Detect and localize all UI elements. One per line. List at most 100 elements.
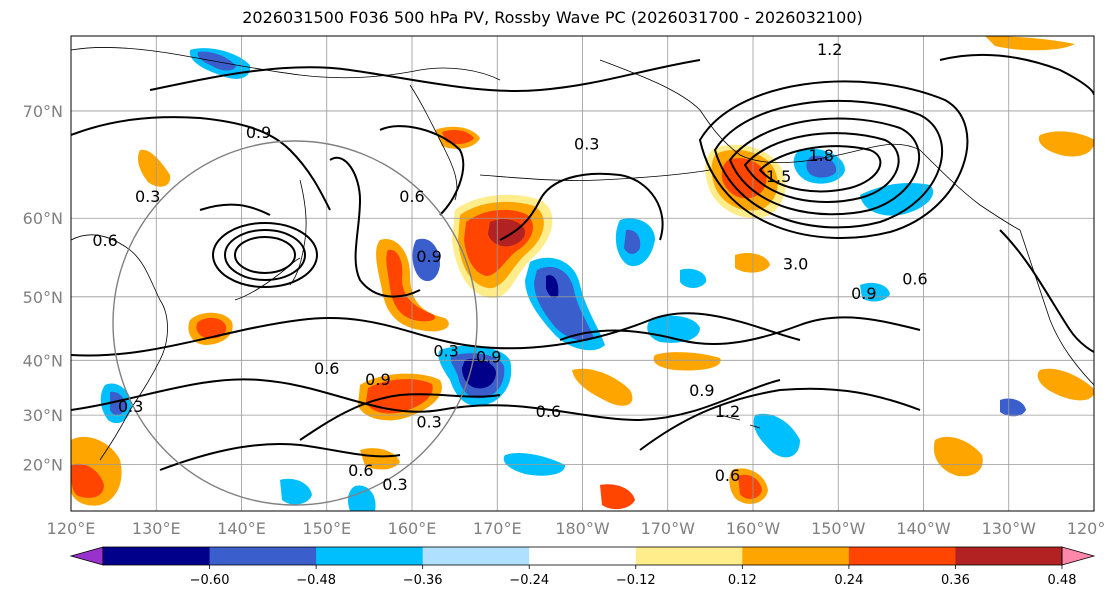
map-title: 2026031500 F036 500 hPa PV, Rossby Wave … bbox=[242, 8, 863, 27]
latitude-labels: 70°N 60°N 50°N 40°N 30°N 20°N bbox=[23, 102, 63, 475]
colorbar-tick-label: −0.36 bbox=[403, 573, 443, 588]
gridlines bbox=[71, 36, 1094, 511]
anomaly-blob bbox=[572, 368, 633, 406]
contour-label: 0.6 bbox=[902, 270, 927, 289]
range-ring bbox=[112, 140, 478, 506]
contour-line bbox=[713, 100, 944, 229]
colorbar-segment bbox=[209, 547, 317, 565]
colorbar-frame bbox=[102, 546, 1063, 566]
contour-line bbox=[698, 80, 969, 239]
coastline-kamchatka bbox=[409, 84, 458, 201]
contour-line bbox=[743, 132, 900, 203]
longitude-labels: 120°E 130°E 140°E 150°E 160°E 170°E 180°W 170°W… bbox=[47, 519, 1105, 538]
coastline-sakhalin bbox=[289, 179, 307, 286]
latitude-label: 30°N bbox=[23, 406, 63, 425]
colorbar-tick-label: −0.48 bbox=[296, 573, 336, 588]
anomaly-blob bbox=[71, 463, 104, 498]
colorbar bbox=[69, 546, 1096, 566]
contour-line bbox=[728, 117, 920, 216]
contour-label: 1.5 bbox=[766, 167, 791, 186]
contour-label: 0.3 bbox=[574, 135, 599, 154]
colorbar-segment bbox=[422, 547, 530, 565]
contour-label: 0.3 bbox=[135, 187, 160, 206]
contour-label: 0.3 bbox=[433, 341, 458, 360]
contour-label: 1.8 bbox=[808, 146, 833, 165]
latitude-label: 60°N bbox=[23, 209, 63, 228]
colorbar-ticks: −0.60 −0.48 −0.36 −0.24 −0.12 0.12 0.24 0.36 0.4… bbox=[190, 565, 1077, 588]
anomaly-blob bbox=[347, 485, 376, 511]
anomaly-blob bbox=[386, 249, 436, 322]
anomaly-blob bbox=[806, 155, 837, 178]
contour-label: 0.3 bbox=[416, 412, 441, 431]
contour-label: 0.9 bbox=[365, 370, 390, 389]
contour-label: 0.6 bbox=[715, 466, 740, 485]
longitude-label: 170°W bbox=[641, 519, 696, 538]
longitude-label: 140°E bbox=[217, 519, 266, 538]
anomaly-blob bbox=[1038, 131, 1094, 157]
anomaly-blob bbox=[933, 436, 983, 477]
contour-line bbox=[499, 172, 664, 241]
anomaly-blob bbox=[624, 229, 641, 254]
anomaly-blob bbox=[680, 268, 707, 288]
colorbar-tick-label: 0.24 bbox=[834, 573, 863, 588]
contour-line bbox=[379, 125, 465, 216]
longitude-label: 180°W bbox=[555, 519, 610, 538]
anomaly-blob bbox=[1037, 368, 1094, 401]
contour-line bbox=[234, 236, 296, 274]
longitude-label: 140°W bbox=[896, 519, 951, 538]
contour-label: 0.9 bbox=[246, 123, 271, 142]
coastlines bbox=[71, 47, 1094, 461]
longitude-label: 130°E bbox=[132, 519, 181, 538]
colorbar-tick-label: −0.24 bbox=[509, 573, 549, 588]
contour-line bbox=[939, 53, 1094, 96]
colorbar-segment bbox=[529, 547, 637, 565]
colorbar-tick-label: −0.12 bbox=[616, 573, 656, 588]
contour-line bbox=[224, 229, 306, 281]
latitude-label: 20°N bbox=[23, 456, 63, 475]
colorbar-tick-label: −0.60 bbox=[190, 573, 230, 588]
contour-line bbox=[149, 59, 701, 92]
contour-label: 0.6 bbox=[536, 402, 561, 421]
coastline-aleutians bbox=[479, 169, 711, 181]
map-frame bbox=[70, 35, 1095, 512]
contour-label: 0.3 bbox=[382, 475, 407, 494]
longitude-label: 160°E bbox=[388, 519, 437, 538]
shaded-anomalies bbox=[71, 36, 1094, 511]
latitude-label: 40°N bbox=[23, 351, 63, 370]
coastline-na-west bbox=[1019, 229, 1094, 386]
coastline-alaska bbox=[599, 59, 1021, 231]
anomaly-blob bbox=[653, 352, 721, 371]
anomaly-blob bbox=[197, 51, 236, 71]
longitude-label: 170°E bbox=[473, 519, 522, 538]
longitude-label: 160°W bbox=[726, 519, 781, 538]
contour-label: 0.9 bbox=[416, 247, 441, 266]
contour-label: 3.0 bbox=[783, 255, 808, 274]
anomaly-blob bbox=[137, 149, 171, 187]
contour-label: 0.3 bbox=[118, 397, 143, 416]
colorbar-extend-low bbox=[69, 546, 104, 566]
contour-line bbox=[71, 378, 781, 422]
anomaly-blob bbox=[753, 413, 800, 458]
anomaly-blob bbox=[735, 253, 770, 273]
contour-line bbox=[639, 387, 921, 451]
anomaly-blob bbox=[412, 238, 440, 282]
contour-line bbox=[71, 116, 331, 211]
colorbar-tick-label: 0.48 bbox=[1048, 573, 1077, 588]
anomaly-blob bbox=[600, 484, 635, 510]
contour-label: 0.9 bbox=[689, 381, 714, 400]
latitude-label: 50°N bbox=[23, 288, 63, 307]
anomaly-blob bbox=[196, 317, 227, 339]
colorbar-tick-label: 0.36 bbox=[941, 573, 970, 588]
pv-contours bbox=[71, 53, 1094, 471]
contour-label: 1.2 bbox=[817, 40, 842, 59]
anomaly-blob bbox=[462, 358, 496, 389]
longitude-label: 120°W bbox=[1067, 519, 1105, 538]
contour-labels: 0.3 0.9 0.3 0.6 1.2 1.8 1.5 0.9 0.6 3.0 0.6 0.9 0.3 0… bbox=[92, 40, 927, 494]
map-area: 0.3 0.9 0.3 0.6 1.2 1.8 1.5 0.9 0.6 3.0 0.6 0.9 0.3 0… bbox=[71, 36, 1094, 511]
colorbar-extend-high bbox=[1061, 546, 1096, 566]
colorbar-segment bbox=[103, 547, 211, 565]
contour-label: 0.6 bbox=[314, 359, 339, 378]
latitude-label: 70°N bbox=[23, 102, 63, 121]
anomaly-blob bbox=[1000, 398, 1026, 417]
